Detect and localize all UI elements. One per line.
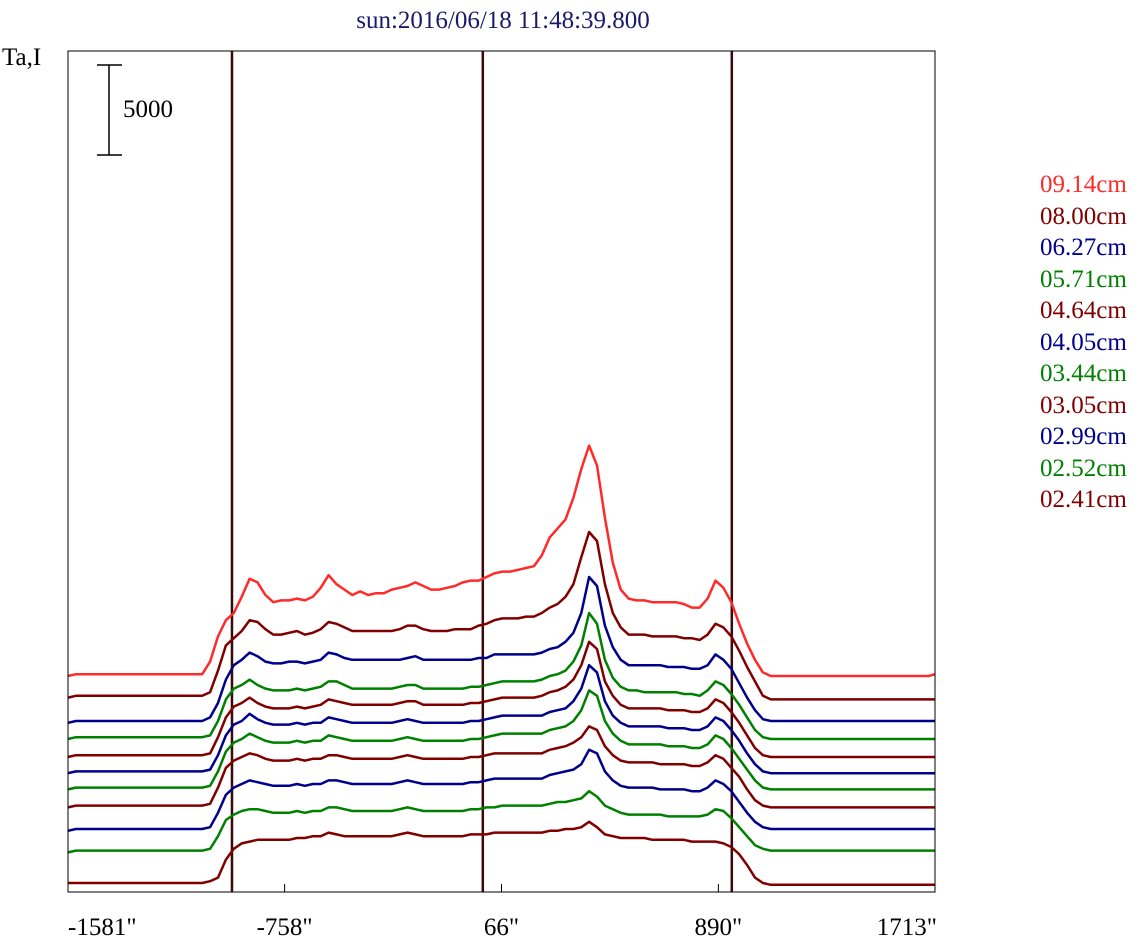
y-axis-label: Ta,I	[2, 44, 41, 71]
legend-item-09.14cm: 09.14cm	[1040, 171, 1127, 198]
x-tick-label-2: 66"	[484, 914, 519, 941]
series-line-04.05cm	[67, 663, 935, 775]
legend: 09.14cm 08.00cm 06.27cm 05.71cm 04.64cm 04.05…	[1040, 169, 1127, 516]
series-line-05.71cm	[67, 611, 935, 741]
legend-item-05.71cm: 05.71cm	[1040, 265, 1127, 293]
x-tick-label-0: -1581"	[68, 914, 137, 941]
series-line-09.14cm	[67, 444, 936, 678]
legend-item-04.64cm: 04.64cm	[1040, 297, 1127, 324]
vertical-marker-lines	[230, 51, 734, 892]
x-tick-label-4: 1713"	[877, 914, 937, 941]
scale-bar: 5000	[97, 64, 173, 156]
series-line-08.00cm	[67, 530, 935, 701]
legend-item-03.44cm: 03.44cm	[1040, 360, 1127, 387]
legend-item-03.05cm: 03.05cm	[1040, 391, 1127, 419]
legend-item-06.27cm: 06.27cm	[1040, 234, 1127, 261]
x-tick-label-3: 890"	[695, 914, 743, 941]
legend-item-02.99cm: 02.99cm	[1040, 423, 1127, 450]
legend-item-08.00cm: 08.00cm	[1040, 202, 1127, 230]
series-lines	[67, 444, 936, 887]
series-line-03.44cm	[67, 689, 935, 791]
scale-bar-label: 5000	[123, 96, 173, 123]
legend-item-04.05cm: 04.05cm	[1040, 328, 1127, 356]
series-line-06.27cm	[67, 575, 935, 725]
legend-item-02.41cm: 02.41cm	[1040, 486, 1127, 513]
series-line-02.41cm	[68, 820, 935, 887]
series-line-04.64cm	[67, 640, 935, 759]
plot-frame	[67, 50, 936, 893]
series-line-02.52cm	[67, 789, 935, 854]
x-tick-label-1: -758"	[257, 914, 313, 941]
legend-item-02.52cm: 02.52cm	[1040, 454, 1127, 482]
series-line-03.05cm	[67, 725, 935, 809]
series-line-02.99cm	[67, 748, 935, 833]
x-axis-ticks: -1581" -758" 66" 890" 1713"	[67, 884, 937, 941]
chart-title: sun:2016/06/18 11:48:39.800	[356, 7, 650, 34]
